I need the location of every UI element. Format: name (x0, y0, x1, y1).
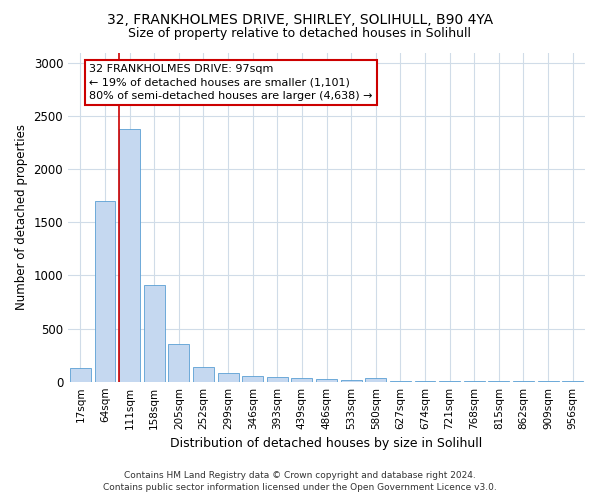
Bar (193, 367, 214, 382)
Bar (390, 381, 411, 382)
Text: Contains HM Land Registry data © Crown copyright and database right 2024.
Contai: Contains HM Land Registry data © Crown c… (103, 471, 497, 492)
Bar (365, 378, 386, 382)
Y-axis label: Number of detached properties: Number of detached properties (15, 124, 28, 310)
Bar (218, 373, 239, 382)
Bar (439, 381, 460, 382)
Bar (341, 380, 362, 382)
Text: 32 FRANKHOLMES DRIVE: 97sqm
← 19% of detached houses are smaller (1,101)
80% of : 32 FRANKHOLMES DRIVE: 97sqm ← 19% of det… (89, 64, 373, 100)
Text: Size of property relative to detached houses in Solihull: Size of property relative to detached ho… (128, 28, 472, 40)
Bar (316, 379, 337, 382)
Bar (267, 377, 288, 382)
Bar (169, 344, 189, 382)
Bar (70, 368, 91, 382)
Bar (415, 381, 436, 382)
Text: 32, FRANKHOLMES DRIVE, SHIRLEY, SOLIHULL, B90 4YA: 32, FRANKHOLMES DRIVE, SHIRLEY, SOLIHULL… (107, 12, 493, 26)
X-axis label: Distribution of detached houses by size in Solihull: Distribution of detached houses by size … (170, 437, 482, 450)
Bar (242, 376, 263, 382)
Bar (95, 201, 115, 382)
Bar (144, 285, 164, 382)
Bar (119, 129, 140, 382)
Bar (292, 378, 313, 382)
